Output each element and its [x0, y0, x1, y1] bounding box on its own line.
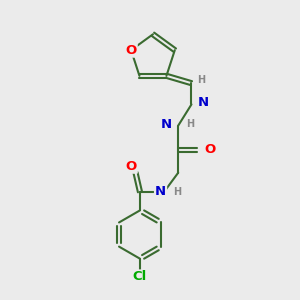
Text: O: O	[125, 160, 137, 173]
Text: N: N	[161, 118, 172, 130]
Text: N: N	[198, 96, 209, 110]
Text: O: O	[125, 44, 137, 57]
Text: Cl: Cl	[133, 270, 147, 284]
Text: H: H	[173, 187, 181, 197]
Text: H: H	[187, 119, 195, 129]
Text: O: O	[205, 143, 216, 156]
Text: H: H	[197, 75, 205, 85]
Text: N: N	[155, 185, 166, 198]
